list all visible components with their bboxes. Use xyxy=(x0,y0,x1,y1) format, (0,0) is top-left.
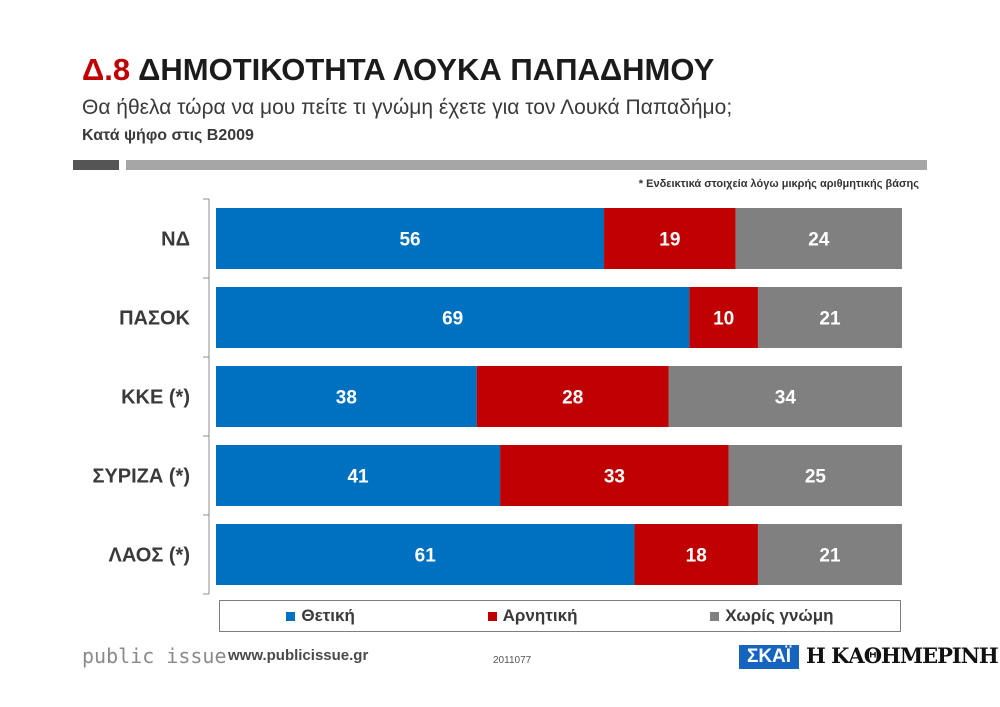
category-label: ΝΔ xyxy=(161,229,190,251)
bar-segment xyxy=(735,208,902,269)
bar-value-label: 19 xyxy=(659,230,680,251)
bar-segment xyxy=(500,445,729,506)
title-code: Δ.8 xyxy=(82,52,131,87)
bar-segment xyxy=(728,445,902,506)
bar-value-label: 69 xyxy=(442,309,463,330)
legend-label: Θετική xyxy=(301,606,355,625)
bar-value-label: 18 xyxy=(686,546,707,567)
bar-segment xyxy=(604,208,736,269)
legend-entry: Θετική xyxy=(286,606,355,626)
bar-value-label: 41 xyxy=(347,467,369,488)
page-title: Δ.8 ΔΗΜΟΤΙΚΟΤΗΤΑ ΛΟΥΚΑ ΠΑΠΑΔΗΜΟΥ xyxy=(82,52,714,88)
bar-segment xyxy=(216,208,605,269)
bar-segment xyxy=(216,445,501,506)
bar-value-label: 10 xyxy=(713,309,734,330)
footnote: * Ενδεικτικά στοιχεία λόγω μικρής αριθμη… xyxy=(638,178,919,190)
bar-segment xyxy=(634,524,758,585)
category-label: ΠΑΣΟΚ xyxy=(119,308,190,330)
bar-value-label: 56 xyxy=(399,230,420,251)
bar-value-label: 21 xyxy=(819,546,841,567)
bar-value-label: 38 xyxy=(336,388,357,409)
bar-segment xyxy=(216,524,635,585)
question-subtitle: Θα ήθελα τώρα να μου πείτε τι γνώμη έχετ… xyxy=(82,96,733,119)
title-text: ΔΗΜΟΤΙΚΟΤΗΤΑ ΛΟΥΚΑ ΠΑΠΑΔΗΜΟΥ xyxy=(138,52,715,87)
bar-value-label: 21 xyxy=(819,309,841,330)
bar-value-label: 33 xyxy=(604,467,625,488)
skai-logo: ΣΚΑΪ xyxy=(739,645,799,669)
legend-swatch xyxy=(286,611,296,621)
category-label: ΣΥΡΙΖΑ (*) xyxy=(92,466,190,488)
bar-value-label: 34 xyxy=(775,388,797,409)
bar-segment xyxy=(476,366,669,427)
survey-code: 2011077 xyxy=(493,655,532,666)
stacked-bar-chart: ΝΔ 56 19 24 ΠΑΣΟΚ 69 10 21 ΚΚΕ (*) 38 28 34 ΣΥΡΙΖΑ (… xyxy=(92,198,902,595)
legend-label: Χωρίς γνώμη xyxy=(725,606,834,625)
bar-segment xyxy=(668,366,902,427)
bar-value-label: 25 xyxy=(805,467,827,488)
bar-value-label: 28 xyxy=(562,388,583,409)
header-rule-light xyxy=(126,160,927,170)
category-label: ΛΑΟΣ (*) xyxy=(109,545,190,567)
bar-value-label: 24 xyxy=(808,230,830,251)
category-label: ΚΚΕ (*) xyxy=(121,387,190,409)
bar-segment xyxy=(689,287,758,348)
legend-entry: Αρνητική xyxy=(487,606,578,626)
website-link[interactable]: www.publicissue.gr xyxy=(228,647,369,664)
kathimerini-logo: Η ΚΑΘΗΜΕΡΙΝΗ xyxy=(806,643,999,668)
bar-segment xyxy=(757,524,902,585)
legend-swatch xyxy=(487,611,497,621)
bar-segment xyxy=(216,366,477,427)
brand-logo: public issue xyxy=(82,644,227,668)
legend-entry: Χωρίς γνώμη xyxy=(710,606,834,626)
bar-segment xyxy=(757,287,902,348)
chart-legend: Θετική Αρνητική Χωρίς γνώμη xyxy=(219,600,901,632)
legend-swatch xyxy=(710,611,720,621)
header-rule-dark xyxy=(73,160,119,170)
bar-value-label: 61 xyxy=(415,546,437,567)
bar-segment xyxy=(216,287,690,348)
legend-label: Αρνητική xyxy=(502,606,578,625)
breakdown-subtitle: Κατά ψήφο στις Β2009 xyxy=(82,127,254,144)
